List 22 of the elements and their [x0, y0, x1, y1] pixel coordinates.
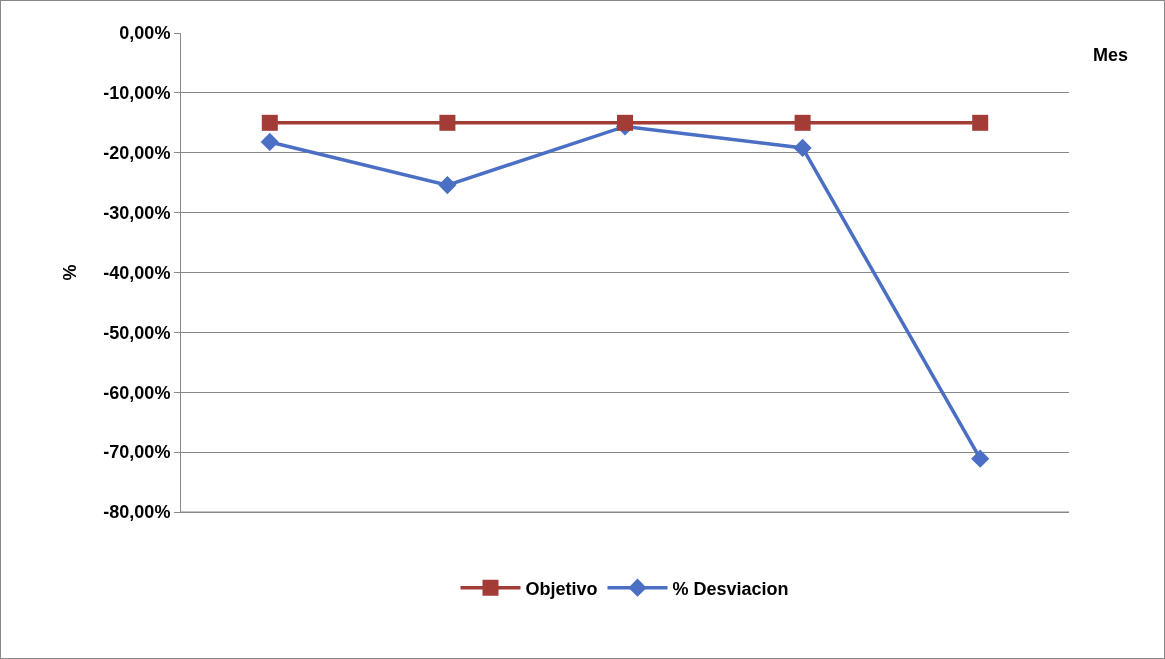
- point: [972, 114, 989, 131]
- point: [261, 114, 278, 131]
- y-tick-label: -70,00%: [103, 442, 171, 463]
- point: [439, 114, 456, 131]
- point: [793, 138, 812, 158]
- y-tick-label: -40,00%: [103, 262, 171, 283]
- y-tick-label: -30,00%: [103, 202, 171, 223]
- point: [794, 114, 811, 131]
- legend-label: % Desviacion: [672, 578, 789, 599]
- legend-label: Objetivo: [525, 578, 598, 599]
- y-tick-label: -80,00%: [103, 502, 171, 523]
- x-axis-title: Mes: [1093, 45, 1129, 65]
- y-tick-label: -20,00%: [103, 143, 171, 164]
- y-axis-title: %: [59, 264, 80, 281]
- point: [438, 175, 457, 195]
- y-tick-label: -10,00%: [103, 83, 171, 104]
- point: [971, 449, 990, 468]
- y-tick-label: -60,00%: [103, 382, 171, 403]
- y-tick-label: 0,00%: [119, 23, 171, 44]
- y-tick-label: -50,00%: [103, 322, 171, 343]
- point: [260, 132, 279, 152]
- point: [617, 114, 633, 131]
